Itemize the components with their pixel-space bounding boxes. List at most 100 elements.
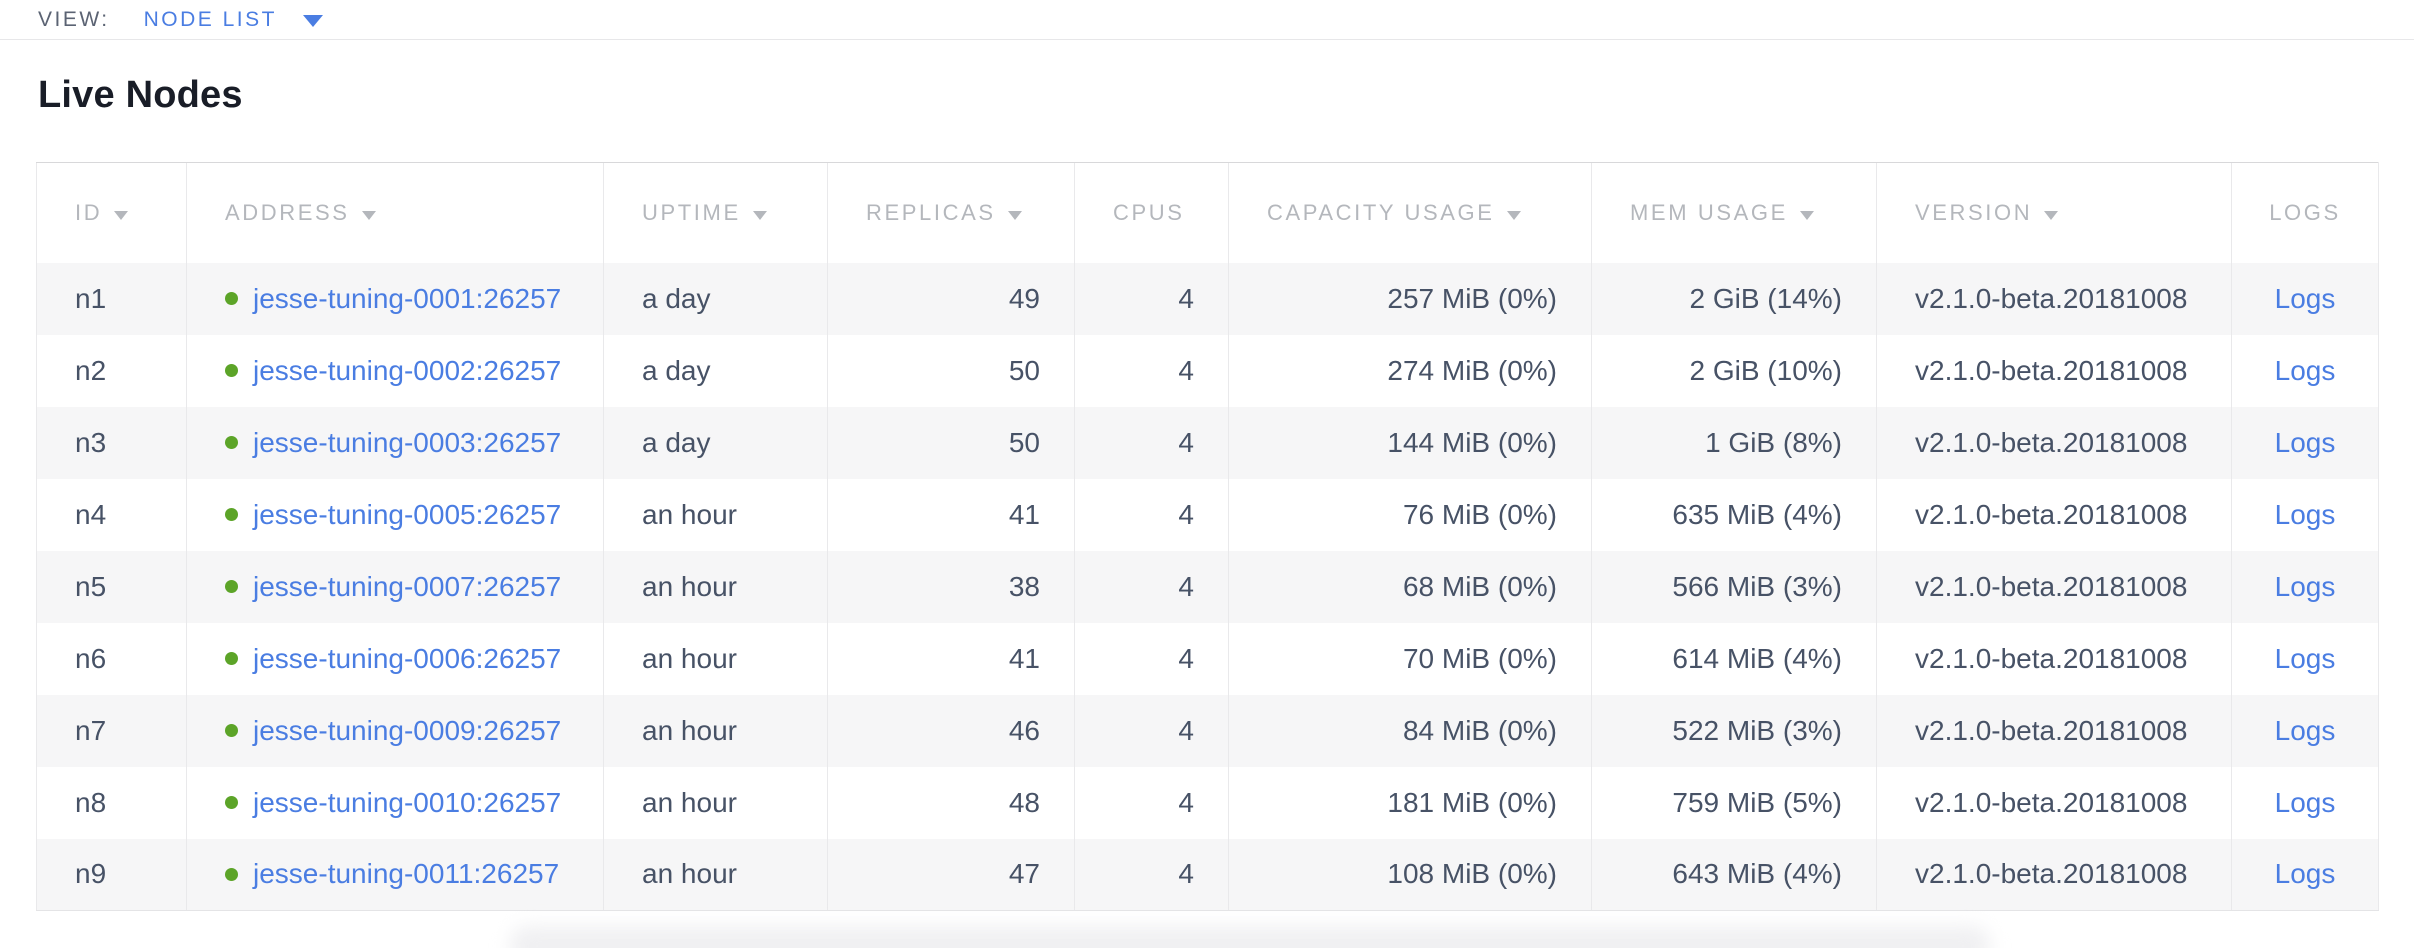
node-address-link[interactable]: jesse-tuning-0010:26257 bbox=[253, 786, 562, 818]
logs-link[interactable]: Logs bbox=[2274, 714, 2336, 746]
table-row: n9 jesse-tuning-0011:26257 an hour 47 4 108 M… bbox=[36, 838, 2379, 911]
table-header-row: ID ADDRESS UPTIME REPLICAS CPUS CAPACITY USAG… bbox=[36, 162, 2379, 263]
column-header-replicas[interactable]: REPLICAS bbox=[827, 162, 1075, 263]
table-row: n2 jesse-tuning-0002:26257 a day 50 4 274 MiB… bbox=[36, 334, 2379, 407]
view-selected-value: NODE LIST bbox=[143, 7, 277, 31]
cell-version: v2.1.0-beta.20181008 bbox=[1876, 694, 2232, 767]
cell-logs: Logs bbox=[2231, 694, 2379, 767]
cell-mem: 2 GiB (10%) bbox=[1591, 334, 1877, 407]
cell-address: jesse-tuning-0003:26257 bbox=[186, 406, 604, 479]
cell-uptime: a day bbox=[603, 262, 828, 335]
cell-cpus: 4 bbox=[1074, 334, 1229, 407]
logs-link[interactable]: Logs bbox=[2274, 354, 2336, 386]
node-address-link[interactable]: jesse-tuning-0011:26257 bbox=[253, 858, 560, 890]
sort-desc-icon bbox=[1007, 210, 1022, 220]
column-label: VERSION bbox=[1915, 199, 2033, 225]
cell-uptime: an hour bbox=[603, 550, 828, 623]
cell-version: v2.1.0-beta.20181008 bbox=[1876, 262, 2232, 335]
cell-capacity: 144 MiB (0%) bbox=[1228, 406, 1592, 479]
cell-cpus: 4 bbox=[1074, 406, 1229, 479]
cell-replicas: 46 bbox=[827, 694, 1075, 767]
logs-link[interactable]: Logs bbox=[2274, 498, 2336, 530]
logs-link[interactable]: Logs bbox=[2274, 426, 2336, 458]
cell-capacity: 76 MiB (0%) bbox=[1228, 478, 1592, 551]
cell-logs: Logs bbox=[2231, 262, 2379, 335]
table-row: n3 jesse-tuning-0003:26257 a day 50 4 144 MiB… bbox=[36, 406, 2379, 479]
column-label: CAPACITY USAGE bbox=[1267, 199, 1495, 225]
table-row: n6 jesse-tuning-0006:26257 an hour 41 4 70 Mi… bbox=[36, 622, 2379, 695]
cell-id: n3 bbox=[36, 406, 187, 479]
cell-address: jesse-tuning-0009:26257 bbox=[186, 694, 604, 767]
cell-mem: 1 GiB (8%) bbox=[1591, 406, 1877, 479]
cell-uptime: a day bbox=[603, 334, 828, 407]
logs-link[interactable]: Logs bbox=[2274, 786, 2336, 818]
column-header-mem[interactable]: MEM USAGE bbox=[1591, 162, 1877, 263]
column-label: UPTIME bbox=[642, 199, 741, 225]
cell-address: jesse-tuning-0005:26257 bbox=[186, 478, 604, 551]
column-header-logs: LOGS bbox=[2231, 162, 2379, 263]
logs-link[interactable]: Logs bbox=[2274, 858, 2336, 890]
table-row: n7 jesse-tuning-0009:26257 an hour 46 4 84 Mi… bbox=[36, 694, 2379, 767]
column-label: REPLICAS bbox=[866, 199, 996, 225]
cell-capacity: 68 MiB (0%) bbox=[1228, 550, 1592, 623]
node-live-status-icon bbox=[225, 580, 238, 594]
cell-logs: Logs bbox=[2231, 478, 2379, 551]
cell-id: n9 bbox=[36, 838, 187, 911]
view-label: VIEW: bbox=[38, 7, 110, 31]
cell-capacity: 84 MiB (0%) bbox=[1228, 694, 1592, 767]
logs-link[interactable]: Logs bbox=[2274, 570, 2336, 602]
table-row: n5 jesse-tuning-0007:26257 an hour 38 4 68 Mi… bbox=[36, 550, 2379, 623]
node-address-link[interactable]: jesse-tuning-0005:26257 bbox=[253, 498, 562, 530]
cell-replicas: 41 bbox=[827, 622, 1075, 695]
cell-cpus: 4 bbox=[1074, 478, 1229, 551]
logs-link[interactable]: Logs bbox=[2274, 642, 2336, 674]
cell-cpus: 4 bbox=[1074, 622, 1229, 695]
column-label: ADDRESS bbox=[225, 199, 350, 225]
cell-replicas: 38 bbox=[827, 550, 1075, 623]
cell-mem: 759 MiB (5%) bbox=[1591, 766, 1877, 839]
table-row: n4 jesse-tuning-0005:26257 an hour 41 4 76 Mi… bbox=[36, 478, 2379, 551]
below-fold-panel-shadow bbox=[510, 926, 1990, 948]
logs-link[interactable]: Logs bbox=[2274, 282, 2336, 314]
cell-mem: 522 MiB (3%) bbox=[1591, 694, 1877, 767]
node-address-link[interactable]: jesse-tuning-0002:26257 bbox=[253, 354, 562, 386]
node-address-link[interactable]: jesse-tuning-0009:26257 bbox=[253, 714, 562, 746]
node-address-link[interactable]: jesse-tuning-0007:26257 bbox=[253, 570, 562, 602]
table-row: n8 jesse-tuning-0010:26257 an hour 48 4 181 M… bbox=[36, 766, 2379, 839]
cell-mem: 635 MiB (4%) bbox=[1591, 478, 1877, 551]
cell-id: n2 bbox=[36, 334, 187, 407]
node-live-status-icon bbox=[225, 724, 238, 738]
column-label: ID bbox=[75, 199, 103, 225]
cell-logs: Logs bbox=[2231, 766, 2379, 839]
cell-uptime: a day bbox=[603, 406, 828, 479]
column-header-uptime[interactable]: UPTIME bbox=[603, 162, 828, 263]
sort-desc-icon bbox=[1506, 210, 1521, 220]
node-address-link[interactable]: jesse-tuning-0003:26257 bbox=[253, 426, 562, 458]
cell-mem: 643 MiB (4%) bbox=[1591, 838, 1877, 911]
column-header-capacity[interactable]: CAPACITY USAGE bbox=[1228, 162, 1592, 263]
node-live-status-icon bbox=[225, 508, 238, 522]
node-address-link[interactable]: jesse-tuning-0001:26257 bbox=[253, 282, 562, 314]
column-header-address[interactable]: ADDRESS bbox=[186, 162, 604, 263]
column-header-id[interactable]: ID bbox=[36, 162, 187, 263]
cell-replicas: 50 bbox=[827, 334, 1075, 407]
view-bar: VIEW: NODE LIST bbox=[0, 0, 2414, 40]
cell-address: jesse-tuning-0001:26257 bbox=[186, 262, 604, 335]
node-address-link[interactable]: jesse-tuning-0006:26257 bbox=[253, 642, 562, 674]
cell-address: jesse-tuning-0002:26257 bbox=[186, 334, 604, 407]
cell-cpus: 4 bbox=[1074, 694, 1229, 767]
node-live-status-icon bbox=[225, 436, 238, 450]
cell-address: jesse-tuning-0011:26257 bbox=[186, 838, 604, 911]
sort-desc-icon bbox=[361, 210, 376, 220]
column-header-version[interactable]: VERSION bbox=[1876, 162, 2232, 263]
cell-cpus: 4 bbox=[1074, 550, 1229, 623]
cell-uptime: an hour bbox=[603, 838, 828, 911]
cell-cpus: 4 bbox=[1074, 838, 1229, 911]
view-selector-dropdown[interactable]: NODE LIST bbox=[144, 8, 323, 32]
page-title: Live Nodes bbox=[38, 74, 243, 116]
cell-capacity: 257 MiB (0%) bbox=[1228, 262, 1592, 335]
cell-id: n4 bbox=[36, 478, 187, 551]
sort-desc-icon bbox=[1799, 210, 1814, 220]
cell-replicas: 47 bbox=[827, 838, 1075, 911]
cell-capacity: 108 MiB (0%) bbox=[1228, 838, 1592, 911]
